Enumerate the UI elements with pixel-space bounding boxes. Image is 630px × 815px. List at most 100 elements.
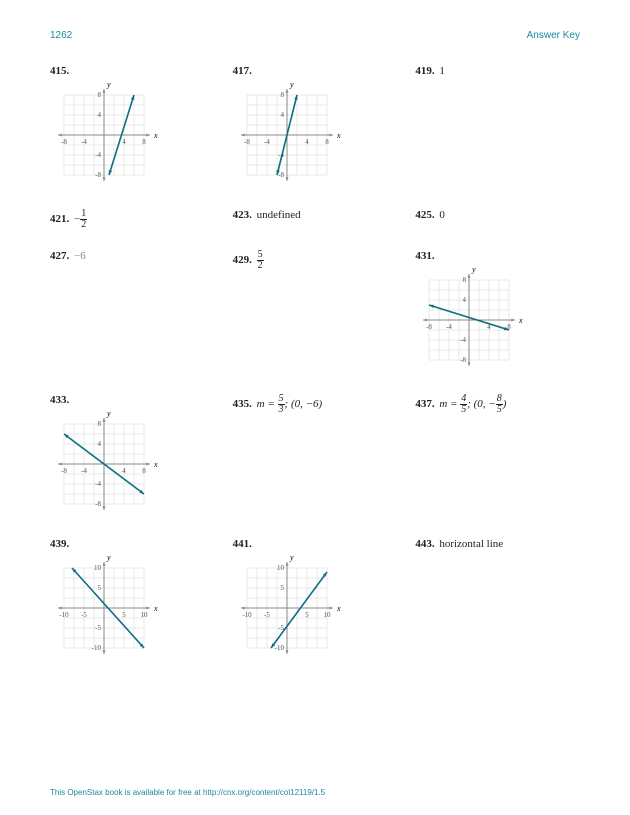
svg-text:x: x xyxy=(336,604,341,613)
svg-text:-8: -8 xyxy=(426,323,432,331)
answer-grid: 415.-8-8-4-44488xy417.-8-8-4-44488xy419.… xyxy=(50,65,580,662)
svg-text:-4: -4 xyxy=(446,323,452,331)
svg-text:y: y xyxy=(289,81,294,89)
svg-text:-10: -10 xyxy=(92,644,102,652)
svg-text:-4: -4 xyxy=(95,480,101,488)
svg-text:8: 8 xyxy=(463,276,467,284)
svg-text:x: x xyxy=(153,131,158,140)
svg-text:8: 8 xyxy=(98,91,102,99)
problem-number: 435. xyxy=(233,398,252,410)
answer-content: m = 45; (0, −85) xyxy=(437,398,507,410)
svg-text:5: 5 xyxy=(305,611,309,619)
answer-425: 425. 0 xyxy=(415,209,580,230)
answer-content: 0 xyxy=(437,209,445,221)
svg-text:5: 5 xyxy=(122,611,126,619)
problem-number: 415. xyxy=(50,65,69,77)
svg-text:x: x xyxy=(336,131,341,140)
svg-text:-5: -5 xyxy=(264,611,270,619)
problem-number: 437. xyxy=(415,398,434,410)
svg-text:-10: -10 xyxy=(59,611,69,619)
svg-text:-8: -8 xyxy=(61,138,67,146)
svg-text:4: 4 xyxy=(463,296,467,304)
svg-text:-4: -4 xyxy=(81,467,87,475)
problem-number: 443. xyxy=(415,538,434,550)
svg-text:8: 8 xyxy=(142,467,146,475)
svg-text:-8: -8 xyxy=(278,171,284,179)
answer-419: 419. 1 xyxy=(415,65,580,189)
svg-text:10: 10 xyxy=(141,611,149,619)
problem-number: 431. xyxy=(415,250,434,262)
answer-415: 415.-8-8-4-44488xy xyxy=(50,65,215,189)
svg-text:y: y xyxy=(289,554,294,562)
svg-text:5: 5 xyxy=(98,584,102,592)
problem-number: 429. xyxy=(233,254,252,266)
svg-text:4: 4 xyxy=(122,138,126,146)
answer-431: 431.-8-8-4-44488xy xyxy=(415,250,580,374)
graph: -10-10-5-5551010xy xyxy=(233,554,398,662)
answer-content: undefined xyxy=(254,209,301,221)
problem-number: 417. xyxy=(233,65,252,77)
svg-text:10: 10 xyxy=(94,564,102,572)
answer-content: −12 xyxy=(71,213,87,225)
svg-text:4: 4 xyxy=(122,467,126,475)
answer-429: 429. 52 xyxy=(233,250,398,374)
answer-content: −6 xyxy=(71,250,85,262)
problem-number: 433. xyxy=(50,394,69,406)
svg-text:-5: -5 xyxy=(95,624,101,632)
svg-text:-4: -4 xyxy=(460,336,466,344)
page-number: 1262 xyxy=(50,30,72,41)
problem-number: 421. xyxy=(50,213,69,225)
svg-text:-4: -4 xyxy=(95,151,101,159)
answer-content: 1 xyxy=(437,65,445,77)
answer-433: 433.-8-8-4-44488xy xyxy=(50,394,215,518)
answer-441: 441.-10-10-5-5551010xy xyxy=(233,538,398,662)
graph: -8-8-4-44488xy xyxy=(50,410,215,518)
footer-text: This OpenStax book is available for free… xyxy=(50,788,325,797)
svg-text:x: x xyxy=(518,316,523,325)
svg-text:4: 4 xyxy=(98,111,102,119)
answer-content: 52 xyxy=(254,254,264,266)
svg-text:10: 10 xyxy=(323,611,331,619)
svg-text:4: 4 xyxy=(280,111,284,119)
svg-text:y: y xyxy=(106,554,111,562)
answer-417: 417.-8-8-4-44488xy xyxy=(233,65,398,189)
answer-427: 427. −6 xyxy=(50,250,215,374)
answer-423: 423. undefined xyxy=(233,209,398,230)
page-header: 1262 Answer Key xyxy=(50,30,580,41)
graph: -8-8-4-44488xy xyxy=(233,81,398,189)
answer-421: 421. −12 xyxy=(50,209,215,230)
problem-number: 441. xyxy=(233,538,252,550)
svg-text:-8: -8 xyxy=(460,356,466,364)
svg-text:8: 8 xyxy=(142,138,146,146)
svg-text:-10: -10 xyxy=(242,611,252,619)
answer-content: m = 53; (0, −6) xyxy=(254,398,322,410)
problem-number: 439. xyxy=(50,538,69,550)
problem-number: 425. xyxy=(415,209,434,221)
svg-text:8: 8 xyxy=(98,420,102,428)
answer-443: 443. horizontal line xyxy=(415,538,580,662)
answer-content: horizontal line xyxy=(437,538,504,550)
svg-text:-8: -8 xyxy=(244,138,250,146)
problem-number: 423. xyxy=(233,209,252,221)
svg-text:-4: -4 xyxy=(264,138,270,146)
svg-text:x: x xyxy=(153,604,158,613)
svg-text:-8: -8 xyxy=(95,500,101,508)
svg-text:10: 10 xyxy=(277,564,285,572)
svg-text:-8: -8 xyxy=(61,467,67,475)
problem-number: 427. xyxy=(50,250,69,262)
svg-text:8: 8 xyxy=(325,138,329,146)
answer-435: 435. m = 53; (0, −6) xyxy=(233,394,398,518)
graph: -10-10-5-5551010xy xyxy=(50,554,215,662)
svg-text:4: 4 xyxy=(305,138,309,146)
svg-text:-4: -4 xyxy=(81,138,87,146)
svg-text:8: 8 xyxy=(280,91,284,99)
graph: -8-8-4-44488xy xyxy=(415,266,580,374)
svg-text:-8: -8 xyxy=(95,171,101,179)
answer-437: 437. m = 45; (0, −85) xyxy=(415,394,580,518)
section-title: Answer Key xyxy=(527,30,580,41)
svg-text:x: x xyxy=(153,460,158,469)
svg-text:y: y xyxy=(471,266,476,274)
problem-number: 419. xyxy=(415,65,434,77)
svg-text:5: 5 xyxy=(280,584,284,592)
graph: -8-8-4-44488xy xyxy=(50,81,215,189)
